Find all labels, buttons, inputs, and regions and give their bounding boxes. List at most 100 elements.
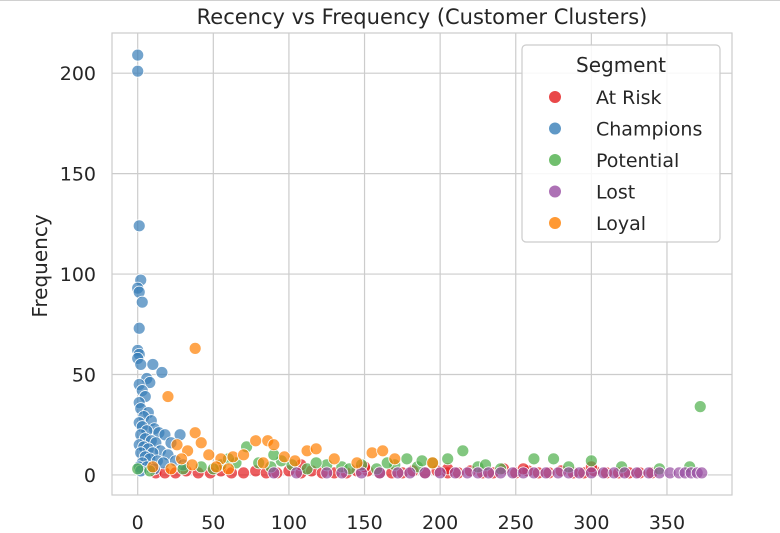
x-tick-label: 200 — [422, 512, 458, 533]
x-tick-label: 50 — [201, 512, 225, 533]
data-point — [365, 446, 379, 460]
data-point — [132, 321, 146, 335]
data-point — [584, 454, 598, 468]
x-tick-label: 0 — [132, 512, 144, 533]
x-tick-label: 350 — [649, 512, 685, 533]
data-point — [433, 466, 447, 480]
data-point — [403, 466, 417, 480]
legend-marker — [549, 91, 561, 103]
x-tick-label: 250 — [498, 512, 534, 533]
data-point — [249, 434, 263, 448]
data-point — [170, 438, 184, 452]
data-point — [695, 466, 709, 480]
data-point — [175, 452, 188, 466]
data-point — [527, 452, 541, 466]
data-point — [188, 341, 202, 355]
window-top-border — [0, 0, 780, 5]
data-point — [134, 358, 148, 371]
legend-marker — [549, 154, 561, 166]
series-loyal — [146, 341, 439, 476]
data-point — [202, 448, 216, 462]
data-point — [441, 452, 455, 466]
data-point — [188, 426, 202, 440]
x-tick-label: 150 — [346, 512, 382, 533]
data-point — [335, 466, 349, 480]
data-point — [415, 454, 429, 468]
data-point — [132, 219, 146, 233]
y-tick-label: 100 — [60, 264, 96, 286]
data-point — [131, 64, 145, 78]
data-point — [288, 454, 302, 468]
data-point — [494, 466, 508, 480]
data-point — [226, 450, 240, 464]
data-point — [161, 390, 175, 403]
legend-label: At Risk — [596, 87, 662, 109]
data-point — [290, 466, 303, 480]
data-point — [547, 452, 560, 466]
data-point — [448, 466, 462, 480]
data-point — [572, 466, 586, 480]
data-point — [256, 456, 270, 470]
series-lost — [267, 466, 709, 480]
data-points — [131, 48, 709, 480]
data-point — [222, 462, 235, 476]
legend: Segment At Risk Champions Potential Lost Loy… — [521, 44, 721, 243]
data-point — [267, 438, 281, 452]
data-point — [418, 466, 432, 480]
data-point — [155, 366, 169, 379]
data-point — [237, 448, 250, 462]
y-tick-labels: 0 50 100 150 200 — [60, 63, 96, 487]
data-point — [237, 466, 250, 480]
data-point — [131, 48, 145, 62]
data-point — [320, 466, 334, 480]
data-point — [584, 466, 598, 480]
legend-label: Champions — [596, 119, 702, 141]
y-axis-label: Frequency — [28, 214, 52, 317]
legend-title: Segment — [576, 53, 666, 77]
data-point — [618, 466, 632, 480]
y-tick-label: 50 — [72, 364, 96, 386]
data-point — [373, 466, 387, 480]
data-point — [426, 456, 439, 470]
legend-marker — [549, 185, 561, 198]
data-point — [309, 442, 323, 456]
data-point — [185, 458, 199, 472]
data-point — [327, 452, 341, 466]
data-point — [267, 466, 281, 480]
data-point — [456, 444, 470, 458]
data-point — [388, 452, 402, 466]
data-point — [400, 452, 414, 466]
y-tick-label: 150 — [60, 164, 96, 186]
data-point — [350, 456, 364, 470]
legend-box — [521, 44, 721, 243]
data-point — [527, 466, 541, 480]
chart-title: Recency vs Frequency (Customer Clusters) — [197, 5, 648, 29]
data-point — [391, 466, 405, 480]
legend-marker — [549, 217, 561, 229]
data-point — [376, 444, 390, 458]
data-point — [539, 466, 553, 480]
data-point — [194, 436, 208, 450]
data-point — [146, 358, 160, 371]
x-tick-label: 100 — [271, 512, 307, 533]
data-point — [131, 462, 145, 476]
y-tick-label: 200 — [60, 63, 96, 85]
series-champions — [131, 48, 190, 478]
data-point — [146, 460, 160, 474]
data-point — [309, 456, 323, 470]
data-point — [482, 466, 495, 480]
y-tick-label: 0 — [84, 465, 96, 487]
data-point — [630, 466, 644, 480]
legend-label: Potential — [596, 150, 679, 172]
legend-label: Lost — [596, 182, 635, 204]
legend-marker — [549, 122, 561, 135]
x-tick-labels: 0 50 100 150 200 250 300 350 — [132, 512, 685, 533]
x-tick-label: 300 — [573, 512, 609, 533]
legend-items: At Risk Champions Potential Lost Loyal — [549, 87, 702, 235]
legend-label: Loyal — [596, 213, 646, 235]
data-point — [693, 400, 707, 414]
data-point — [164, 462, 178, 476]
data-point — [209, 460, 223, 474]
data-point — [135, 295, 149, 309]
